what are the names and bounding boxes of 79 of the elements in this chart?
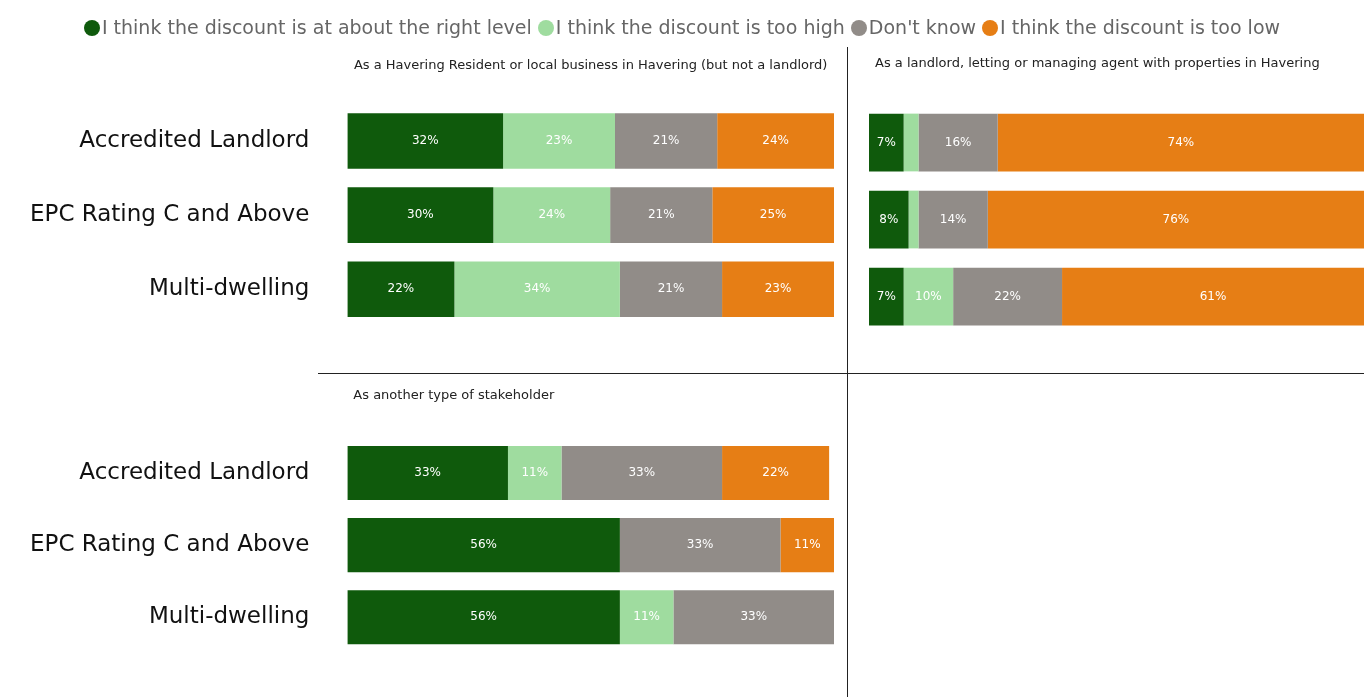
bar bbox=[561, 446, 723, 501]
bar bbox=[347, 446, 508, 501]
bar bbox=[918, 113, 998, 172]
bar bbox=[347, 187, 494, 243]
bar bbox=[619, 590, 674, 645]
bar bbox=[347, 261, 455, 317]
data-label: 22% bbox=[387, 281, 415, 296]
data-label: 33% bbox=[740, 609, 768, 624]
data-label: 16% bbox=[944, 134, 972, 149]
data-label: 11% bbox=[633, 609, 660, 624]
data-label: 61% bbox=[1199, 288, 1227, 303]
y-tick-label: EPC Rating C and Above bbox=[30, 530, 310, 557]
y-tick-label: Multi-dwelling bbox=[148, 274, 310, 301]
data-label: 7% bbox=[876, 288, 896, 303]
data-label: 8% bbox=[879, 211, 899, 226]
data-label: 23% bbox=[545, 133, 573, 148]
data-label: 21% bbox=[652, 133, 680, 148]
data-label: 11% bbox=[521, 465, 549, 480]
bar bbox=[347, 518, 620, 573]
bar bbox=[347, 113, 504, 169]
bar bbox=[722, 261, 834, 317]
bar bbox=[619, 518, 781, 573]
y-tick-label: EPC Rating C and Above bbox=[30, 200, 310, 227]
y-tick-label: Accredited Landlord bbox=[79, 126, 310, 152]
bar bbox=[722, 446, 830, 501]
bar bbox=[1062, 267, 1364, 326]
bar bbox=[347, 590, 620, 645]
bar bbox=[780, 518, 834, 573]
data-label: 14% bbox=[939, 211, 967, 226]
bar bbox=[712, 187, 834, 243]
data-label: 22% bbox=[994, 288, 1021, 303]
bar bbox=[454, 261, 620, 317]
data-label: 76% bbox=[1162, 211, 1190, 226]
data-label: 33% bbox=[414, 465, 441, 480]
data-label: 21% bbox=[657, 281, 685, 296]
bar bbox=[908, 190, 919, 249]
data-label: 30% bbox=[407, 207, 434, 222]
bar bbox=[610, 187, 713, 243]
data-label: 56% bbox=[470, 609, 497, 624]
chart-title: As a Havering Resident or local business in Havering (but not a landlord) bbox=[353, 57, 828, 73]
bar bbox=[673, 590, 834, 645]
data-label: 33% bbox=[628, 465, 656, 480]
data-label: 11% bbox=[793, 537, 821, 552]
bar bbox=[503, 113, 616, 169]
data-label: 7% bbox=[876, 134, 896, 149]
data-label: 23% bbox=[764, 281, 792, 296]
y-tick-label: Multi-dwelling bbox=[148, 602, 310, 629]
data-label: 34% bbox=[523, 281, 551, 296]
bar bbox=[987, 190, 1364, 249]
bar bbox=[997, 113, 1364, 172]
bar bbox=[869, 267, 904, 326]
data-label: 10% bbox=[915, 288, 942, 303]
bar bbox=[619, 261, 723, 317]
chart-title: As another type of stakeholder bbox=[353, 387, 555, 403]
data-label: 25% bbox=[759, 207, 787, 222]
data-label: 24% bbox=[762, 133, 789, 148]
data-label: 22% bbox=[762, 465, 789, 480]
chart-title: As a landlord, letting or managing agent with properties in Havering bbox=[875, 55, 1320, 71]
bar bbox=[869, 190, 909, 249]
data-label: 33% bbox=[686, 537, 714, 552]
legend-label: Don't know bbox=[867, 16, 977, 38]
legend-label: I think the discount is at about the right level bbox=[100, 16, 532, 38]
data-label: 21% bbox=[647, 207, 675, 222]
bar bbox=[953, 267, 1063, 326]
bar bbox=[918, 190, 988, 249]
bar bbox=[903, 267, 954, 326]
data-label: 32% bbox=[411, 133, 439, 148]
bar bbox=[903, 113, 919, 172]
bar bbox=[507, 446, 562, 501]
data-label: 24% bbox=[538, 207, 566, 222]
data-label: 74% bbox=[1167, 134, 1195, 149]
legend-label: I think the discount is too low bbox=[999, 16, 1281, 38]
bar bbox=[615, 113, 718, 169]
legend-label: I think the discount is too high bbox=[554, 16, 845, 38]
bar bbox=[869, 113, 904, 172]
bar bbox=[717, 113, 834, 169]
y-tick-label: Accredited Landlord bbox=[79, 458, 310, 484]
bar bbox=[493, 187, 611, 243]
data-label: 56% bbox=[470, 537, 497, 552]
